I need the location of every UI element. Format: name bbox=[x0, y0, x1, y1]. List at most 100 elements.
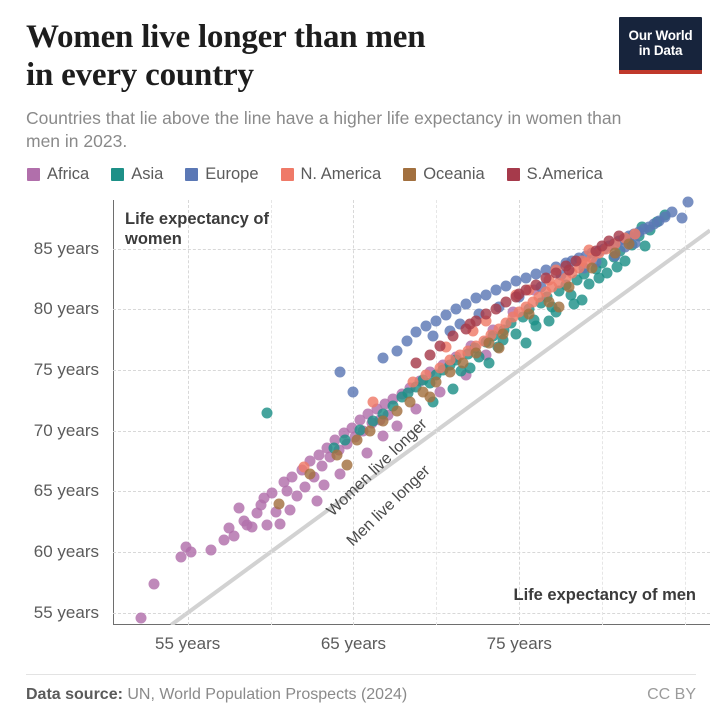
data-point-s-america[interactable] bbox=[520, 284, 532, 296]
data-point-s-america[interactable] bbox=[500, 296, 512, 308]
data-point-n--america[interactable] bbox=[485, 329, 497, 341]
data-point-asia[interactable] bbox=[578, 268, 590, 280]
data-point-africa[interactable] bbox=[228, 530, 240, 542]
data-point-africa[interactable] bbox=[281, 485, 293, 497]
data-point-asia[interactable] bbox=[377, 408, 389, 420]
data-point-oceania[interactable] bbox=[457, 357, 469, 369]
data-point-africa[interactable] bbox=[246, 521, 258, 533]
data-point-asia[interactable] bbox=[601, 267, 613, 279]
data-point-asia[interactable] bbox=[396, 391, 408, 403]
data-point-africa[interactable] bbox=[410, 403, 422, 415]
data-point-n--america[interactable] bbox=[500, 317, 512, 329]
data-point-s-america[interactable] bbox=[596, 240, 608, 252]
legend-item-asia[interactable]: Asia bbox=[111, 165, 163, 184]
data-point-oceania[interactable] bbox=[497, 328, 509, 340]
data-point-europe[interactable] bbox=[676, 212, 688, 224]
data-point-africa[interactable] bbox=[338, 427, 349, 439]
data-point-africa[interactable] bbox=[135, 612, 147, 624]
data-point-s-america[interactable] bbox=[490, 303, 502, 315]
data-point-oceania[interactable] bbox=[341, 459, 353, 471]
data-point-s-america[interactable] bbox=[464, 318, 476, 330]
data-point-s-america[interactable] bbox=[603, 235, 615, 247]
data-point-europe[interactable] bbox=[540, 264, 552, 276]
data-point-africa[interactable] bbox=[284, 504, 296, 516]
data-point-n--america[interactable] bbox=[467, 325, 479, 337]
data-point-s-america[interactable] bbox=[613, 230, 625, 242]
data-point-n--america[interactable] bbox=[298, 461, 310, 473]
data-point-africa[interactable] bbox=[233, 502, 245, 514]
data-point-asia[interactable] bbox=[619, 255, 631, 267]
data-point-oceania[interactable] bbox=[377, 415, 389, 427]
data-point-asia[interactable] bbox=[430, 369, 442, 381]
data-point-n--america[interactable] bbox=[573, 262, 585, 274]
data-point-n--america[interactable] bbox=[540, 286, 552, 298]
data-point-africa[interactable] bbox=[223, 522, 235, 534]
data-point-oceania[interactable] bbox=[351, 434, 363, 446]
data-point-asia[interactable] bbox=[553, 285, 565, 297]
data-point-s-america[interactable] bbox=[540, 272, 552, 284]
data-point-africa[interactable] bbox=[299, 481, 311, 493]
data-point-africa[interactable] bbox=[286, 471, 298, 483]
data-point-africa[interactable] bbox=[278, 476, 290, 488]
data-point-n--america[interactable] bbox=[480, 315, 492, 327]
data-point-n--america[interactable] bbox=[470, 340, 482, 352]
data-point-africa[interactable] bbox=[391, 420, 403, 432]
data-point-n--america[interactable] bbox=[609, 238, 621, 250]
data-point-europe[interactable] bbox=[500, 280, 512, 292]
data-point-africa[interactable] bbox=[377, 430, 389, 442]
data-point-africa[interactable] bbox=[270, 506, 282, 518]
data-point-europe[interactable] bbox=[535, 281, 547, 293]
data-point-n--america[interactable] bbox=[434, 362, 446, 374]
data-point-asia[interactable] bbox=[517, 311, 529, 323]
data-point-s-america[interactable] bbox=[410, 357, 422, 369]
data-point-asia[interactable] bbox=[455, 365, 467, 377]
data-point-oceania[interactable] bbox=[304, 468, 316, 480]
data-point-europe[interactable] bbox=[347, 386, 359, 398]
data-point-africa[interactable] bbox=[266, 487, 278, 499]
data-point-oceania[interactable] bbox=[523, 308, 535, 320]
data-point-asia[interactable] bbox=[520, 337, 532, 349]
data-point-europe[interactable] bbox=[659, 211, 671, 223]
data-point-africa[interactable] bbox=[361, 447, 373, 459]
data-point-africa[interactable] bbox=[334, 468, 346, 480]
data-point-oceania[interactable] bbox=[543, 296, 555, 308]
data-point-s-america[interactable] bbox=[470, 315, 482, 327]
data-point-europe[interactable] bbox=[520, 272, 532, 284]
data-point-africa[interactable] bbox=[311, 495, 323, 507]
data-point-oceania[interactable] bbox=[586, 262, 598, 274]
data-point-asia[interactable] bbox=[328, 442, 340, 454]
data-point-africa[interactable] bbox=[480, 349, 492, 361]
data-point-asia[interactable] bbox=[568, 298, 580, 310]
license-label[interactable]: CC BY bbox=[647, 686, 696, 703]
data-point-africa[interactable] bbox=[313, 449, 325, 461]
data-point-asia[interactable] bbox=[483, 357, 495, 369]
data-point-s-america[interactable] bbox=[570, 255, 582, 267]
data-point-oceania[interactable] bbox=[623, 238, 635, 250]
data-point-asia[interactable] bbox=[565, 289, 577, 301]
data-point-asia[interactable] bbox=[367, 415, 379, 427]
data-point-n--america[interactable] bbox=[444, 354, 456, 366]
data-point-oceania[interactable] bbox=[609, 247, 621, 259]
data-point-africa[interactable] bbox=[324, 451, 336, 463]
data-point-europe[interactable] bbox=[480, 289, 492, 301]
data-point-africa[interactable] bbox=[255, 499, 267, 511]
data-point-africa[interactable] bbox=[362, 408, 374, 420]
data-point-europe[interactable] bbox=[629, 237, 641, 248]
data-point-asia[interactable] bbox=[510, 328, 522, 340]
data-point-asia[interactable] bbox=[593, 272, 605, 284]
data-point-asia[interactable] bbox=[354, 424, 366, 435]
data-point-n--america[interactable] bbox=[576, 255, 588, 267]
data-point-europe[interactable] bbox=[450, 303, 462, 315]
data-point-europe[interactable] bbox=[391, 345, 403, 357]
data-point-africa[interactable] bbox=[371, 403, 383, 415]
data-point-asia[interactable] bbox=[424, 377, 436, 389]
data-point-asia[interactable] bbox=[571, 274, 583, 286]
data-point-asia[interactable] bbox=[402, 387, 414, 399]
data-point-n--america[interactable] bbox=[619, 232, 631, 244]
data-point-n--america[interactable] bbox=[367, 396, 379, 408]
data-point-europe[interactable] bbox=[653, 215, 665, 227]
data-point-asia[interactable] bbox=[464, 362, 476, 374]
data-point-africa[interactable] bbox=[180, 541, 192, 553]
data-point-europe[interactable] bbox=[682, 196, 694, 208]
data-point-europe[interactable] bbox=[666, 206, 678, 218]
